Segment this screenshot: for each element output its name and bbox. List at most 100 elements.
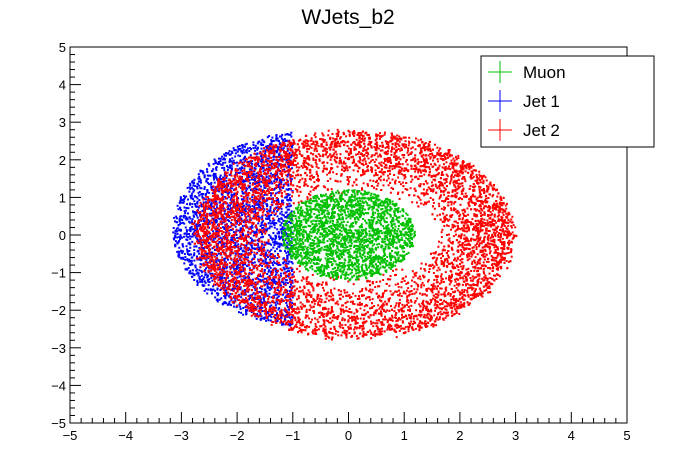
- data-point: [270, 214, 273, 216]
- data-point: [254, 289, 257, 292]
- data-point: [253, 173, 256, 176]
- data-point: [192, 182, 195, 185]
- data-point: [458, 174, 461, 177]
- data-point: [219, 236, 222, 239]
- data-point: [286, 175, 289, 178]
- data-point: [309, 145, 311, 148]
- data-point: [239, 147, 242, 150]
- data-point: [249, 182, 251, 185]
- data-point: [190, 253, 192, 256]
- data-point: [341, 317, 344, 320]
- data-point: [259, 193, 262, 196]
- data-point: [197, 177, 200, 180]
- data-point: [479, 226, 482, 229]
- data-point: [259, 175, 262, 178]
- data-point: [287, 306, 290, 309]
- data-point: [197, 231, 199, 234]
- data-point: [323, 313, 326, 316]
- data-point: [254, 212, 257, 215]
- data-point: [251, 160, 254, 163]
- data-point: [433, 287, 436, 290]
- data-point: [234, 207, 237, 210]
- data-point: [277, 146, 280, 149]
- data-point: [256, 242, 259, 245]
- data-point: [253, 287, 256, 290]
- data-point: [289, 301, 292, 303]
- data-point: [266, 249, 269, 252]
- data-point: [228, 220, 231, 223]
- data-point: [473, 269, 476, 272]
- data-point: [272, 237, 275, 240]
- data-point: [227, 166, 230, 169]
- data-point: [232, 302, 235, 305]
- data-point: [173, 216, 176, 219]
- data-point: [244, 256, 247, 259]
- data-point: [248, 272, 251, 275]
- data-point: [266, 198, 269, 201]
- data-point: [251, 258, 254, 261]
- data-point: [403, 154, 406, 156]
- data-point: [256, 228, 258, 231]
- data-point: [200, 280, 203, 283]
- data-point: [208, 206, 211, 209]
- data-point: [229, 166, 232, 169]
- data-point: [230, 271, 233, 274]
- data-point: [290, 210, 293, 213]
- data-point: [250, 261, 253, 264]
- data-point: [179, 207, 182, 210]
- data-point: [275, 247, 278, 250]
- data-point: [432, 297, 434, 300]
- data-point: [190, 220, 193, 223]
- data-point: [193, 259, 196, 262]
- data-point: [435, 262, 438, 265]
- data-point: [266, 217, 269, 220]
- data-point: [238, 148, 241, 151]
- data-point: [289, 298, 292, 301]
- data-point: [226, 197, 229, 200]
- data-point: [250, 245, 253, 248]
- data-point: [218, 217, 221, 220]
- data-point: [231, 215, 234, 218]
- data-point: [211, 218, 214, 221]
- data-point: [208, 232, 211, 235]
- data-point: [510, 225, 513, 228]
- data-point: [287, 199, 290, 202]
- data-point: [231, 207, 234, 210]
- data-point: [199, 170, 202, 173]
- data-point: [194, 225, 196, 228]
- data-point: [286, 313, 289, 316]
- data-point: [240, 311, 243, 314]
- data-point: [223, 287, 226, 290]
- data-point: [205, 234, 208, 237]
- data-point: [279, 249, 281, 252]
- data-point: [287, 213, 290, 216]
- data-point: [225, 179, 228, 182]
- data-point: [248, 298, 250, 301]
- data-point: [273, 219, 276, 222]
- data-point: [272, 146, 275, 148]
- data-point: [221, 155, 224, 158]
- data-point: [279, 224, 282, 227]
- data-point: [216, 206, 218, 209]
- data-point: [274, 236, 277, 239]
- data-point: [212, 285, 215, 288]
- data-point: [288, 260, 291, 263]
- data-point: [222, 286, 225, 289]
- data-point: [244, 208, 247, 211]
- data-point: [241, 161, 244, 164]
- data-point: [276, 198, 279, 201]
- data-point: [495, 246, 498, 248]
- data-point: [289, 286, 291, 288]
- data-point: [186, 258, 189, 261]
- data-point: [324, 306, 327, 309]
- data-point: [261, 264, 264, 267]
- data-point: [266, 162, 269, 165]
- data-point: [193, 273, 196, 276]
- data-point: [254, 199, 257, 202]
- data-point: [229, 292, 232, 295]
- data-point: [267, 144, 270, 147]
- data-point: [176, 221, 179, 224]
- data-point: [199, 187, 202, 190]
- data-point: [215, 271, 218, 274]
- data-point: [287, 250, 289, 253]
